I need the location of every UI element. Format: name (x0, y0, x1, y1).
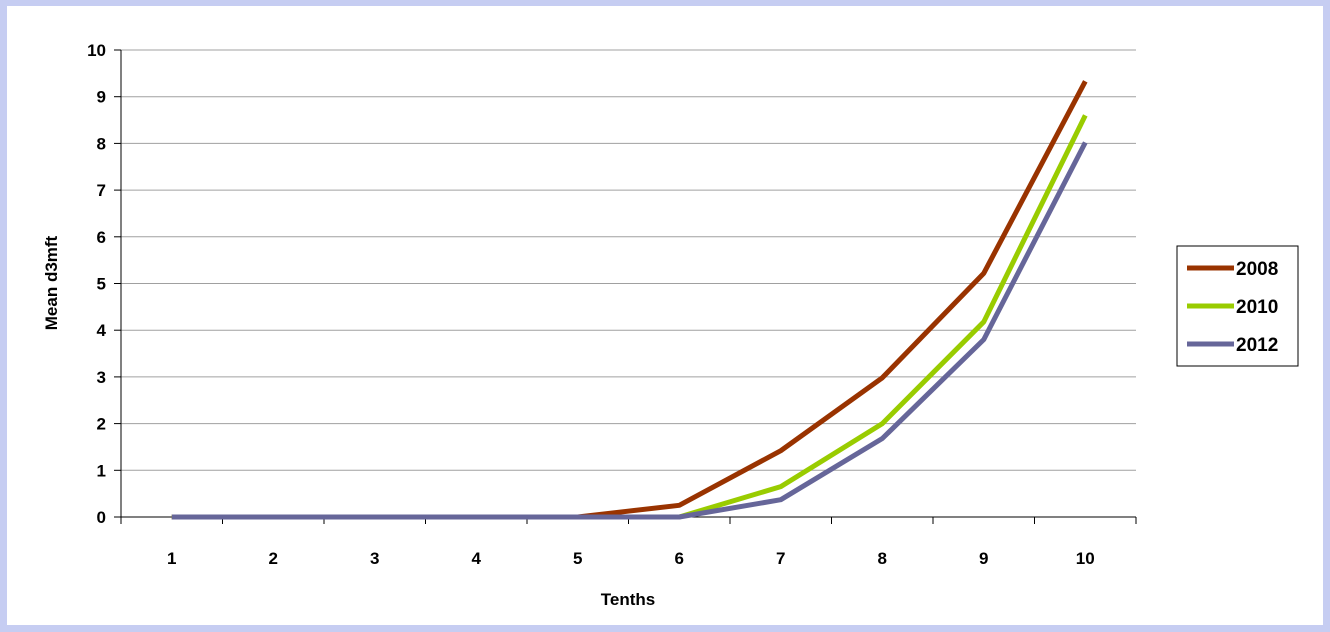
series-line-2008 (171, 80, 1088, 520)
series-line-2010 (171, 114, 1088, 520)
y-tick-label: 7 (97, 181, 106, 200)
legend-label-2008: 2008 (1236, 259, 1278, 280)
y-tick-label: 5 (97, 275, 106, 294)
gridlines (121, 49, 1136, 471)
x-tick-label: 10 (1076, 549, 1095, 568)
y-tick-label: 9 (97, 88, 106, 107)
x-tick-label: 4 (472, 549, 482, 568)
legend-label-2012: 2012 (1236, 335, 1278, 356)
x-ticks: 1 2 3 4 5 6 7 8 9 10 (120, 517, 1137, 568)
x-axis-title: Tenths (601, 590, 655, 609)
x-tick-label: 2 (269, 549, 278, 568)
x-tick-label: 9 (979, 549, 988, 568)
y-tick-label: 2 (97, 415, 106, 434)
x-tick-label: 5 (573, 549, 582, 568)
x-tick-label: 7 (776, 549, 785, 568)
y-tick-label: 8 (97, 134, 106, 153)
y-tick-label: 4 (97, 321, 107, 340)
y-axis-title: Mean d3mft (42, 235, 61, 330)
y-tick-label: 1 (97, 461, 106, 480)
y-tick-label: 3 (97, 368, 106, 387)
x-tick-label: 6 (675, 549, 684, 568)
series-line-2012 (171, 141, 1088, 520)
y-tick-label: 10 (87, 41, 106, 60)
y-ticks: 0 1 2 3 4 5 6 7 8 9 10 (87, 41, 121, 527)
y-tick-label: 6 (97, 228, 106, 247)
y-tick-label: 0 (97, 508, 106, 527)
x-tick-label: 8 (878, 549, 887, 568)
series-lines (171, 80, 1088, 520)
legend: 2008 2010 2012 (1176, 245, 1299, 367)
legend-label-2010: 2010 (1236, 297, 1278, 318)
x-tick-label: 1 (167, 549, 176, 568)
x-tick-label: 3 (370, 549, 379, 568)
